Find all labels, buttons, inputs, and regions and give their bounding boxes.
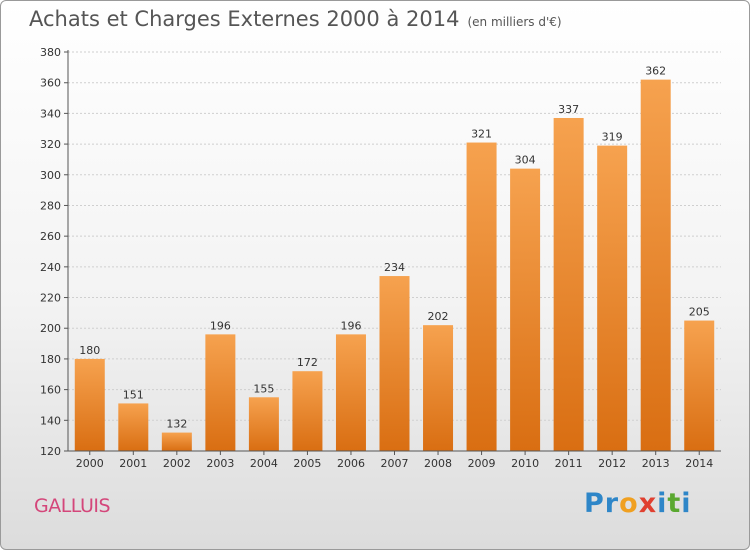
x-tick-label: 2003	[206, 457, 234, 470]
y-tick-label: 220	[40, 292, 61, 305]
bar	[640, 79, 671, 451]
y-tick-label: 380	[40, 46, 61, 59]
brand-logo: Proxiti	[584, 488, 692, 519]
brand-letter: i	[657, 488, 668, 519]
brand-letter: x	[638, 488, 658, 519]
data-label: 321	[471, 128, 492, 141]
chart-title: Achats et Charges Externes 2000 à 2014 (e…	[29, 7, 562, 31]
brand-letter: i	[681, 488, 692, 519]
bar	[292, 371, 323, 451]
bar	[335, 334, 366, 451]
x-tick-label: 2000	[76, 457, 104, 470]
bar	[510, 168, 541, 451]
bar	[466, 142, 497, 452]
y-tick-label: 140	[40, 414, 61, 427]
data-label: 196	[210, 319, 231, 332]
data-label: 234	[384, 261, 405, 274]
data-label: 304	[515, 154, 536, 167]
x-tick-label: 2011	[555, 457, 583, 470]
x-tick-label: 2007	[381, 457, 409, 470]
y-tick-label: 120	[40, 445, 61, 458]
y-tick-label: 360	[40, 77, 61, 90]
y-tick-label: 260	[40, 230, 61, 243]
data-label: 205	[689, 306, 710, 319]
brand-letter: t	[667, 488, 682, 519]
y-tick-label: 340	[40, 107, 61, 120]
y-tick-label: 160	[40, 384, 61, 397]
data-label: 196	[340, 319, 361, 332]
data-label: 180	[79, 344, 100, 357]
bar	[205, 334, 236, 451]
title-text: Achats et Charges Externes 2000 à 2014	[29, 7, 460, 31]
brand-letter: o	[619, 488, 639, 519]
bar	[553, 117, 584, 451]
bar	[161, 432, 192, 451]
bar	[684, 320, 715, 451]
axes: 120 140 160 180 200 220 240 260 280 300 320 340 360 3…	[40, 46, 721, 470]
bar	[423, 325, 454, 451]
data-label: 132	[166, 418, 187, 431]
x-tick-label: 2013	[642, 457, 670, 470]
data-label: 337	[558, 103, 579, 116]
x-tick-label: 2006	[337, 457, 365, 470]
data-label: 172	[297, 356, 318, 369]
data-label: 155	[253, 382, 274, 395]
brand-letter: P	[584, 488, 605, 519]
x-tick-label: 2004	[250, 457, 278, 470]
y-tick-label: 180	[40, 353, 61, 366]
y-tick-label: 280	[40, 199, 61, 212]
x-tick-label: 2012	[598, 457, 626, 470]
bar	[597, 145, 628, 451]
data-label: 202	[428, 310, 449, 323]
data-label: 362	[645, 65, 666, 78]
bar	[74, 358, 105, 451]
bar	[248, 397, 279, 451]
bar-chart: 180 151 132 196 155 172 196 234 202 321 304 337 319 3…	[40, 46, 721, 470]
y-tick-label: 320	[40, 138, 61, 151]
x-tick-label: 2010	[511, 457, 539, 470]
x-tick-label: 2001	[119, 457, 147, 470]
chart-subtitle: (en milliers d'€)	[467, 15, 562, 29]
y-tick-label: 300	[40, 169, 61, 182]
location-label: GALLUIS	[34, 495, 111, 517]
x-tick-label: 2008	[424, 457, 452, 470]
x-tick-label: 2014	[685, 457, 713, 470]
data-label: 319	[602, 131, 623, 144]
x-tick-label: 2002	[163, 457, 191, 470]
y-tick-label: 200	[40, 322, 61, 335]
bar	[379, 276, 410, 451]
x-tick-label: 2005	[293, 457, 321, 470]
data-label: 151	[123, 388, 144, 401]
brand-letter: r	[604, 488, 620, 519]
bars: 180 151 132 196 155 172 196 234 202 321 304 337 319 3…	[74, 65, 715, 452]
bar	[118, 403, 149, 451]
y-tick-label: 240	[40, 261, 61, 274]
x-tick-label: 2009	[468, 457, 496, 470]
